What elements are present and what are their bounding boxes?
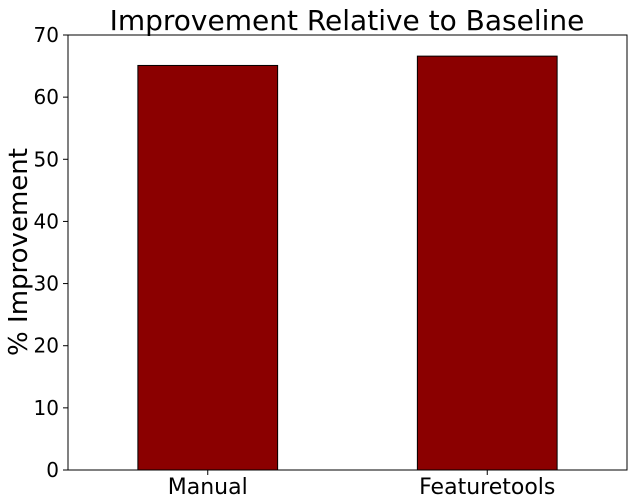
y-tick-label: 30 xyxy=(34,272,59,296)
bar-manual xyxy=(137,64,279,471)
y-tick-label: 10 xyxy=(34,396,59,420)
y-tick-label: 50 xyxy=(34,147,59,171)
y-axis-label: % Improvement xyxy=(4,148,34,356)
bar-featuretools xyxy=(416,55,558,471)
y-tick-label: 20 xyxy=(34,334,59,358)
y-tick-label: 40 xyxy=(34,209,59,233)
y-tick-label: 0 xyxy=(46,458,59,482)
plot-area: Manual Featuretools 0 10 20 30 40 50 60 70 xyxy=(34,23,628,500)
y-tick-label: 70 xyxy=(34,23,59,47)
chart-title: Improvement Relative to Baseline xyxy=(110,4,585,37)
x-tick-label: Featuretools xyxy=(419,475,555,500)
y-tick-label: 60 xyxy=(34,85,59,109)
x-tick-label: Manual xyxy=(168,475,248,500)
plot-frame xyxy=(67,34,628,471)
